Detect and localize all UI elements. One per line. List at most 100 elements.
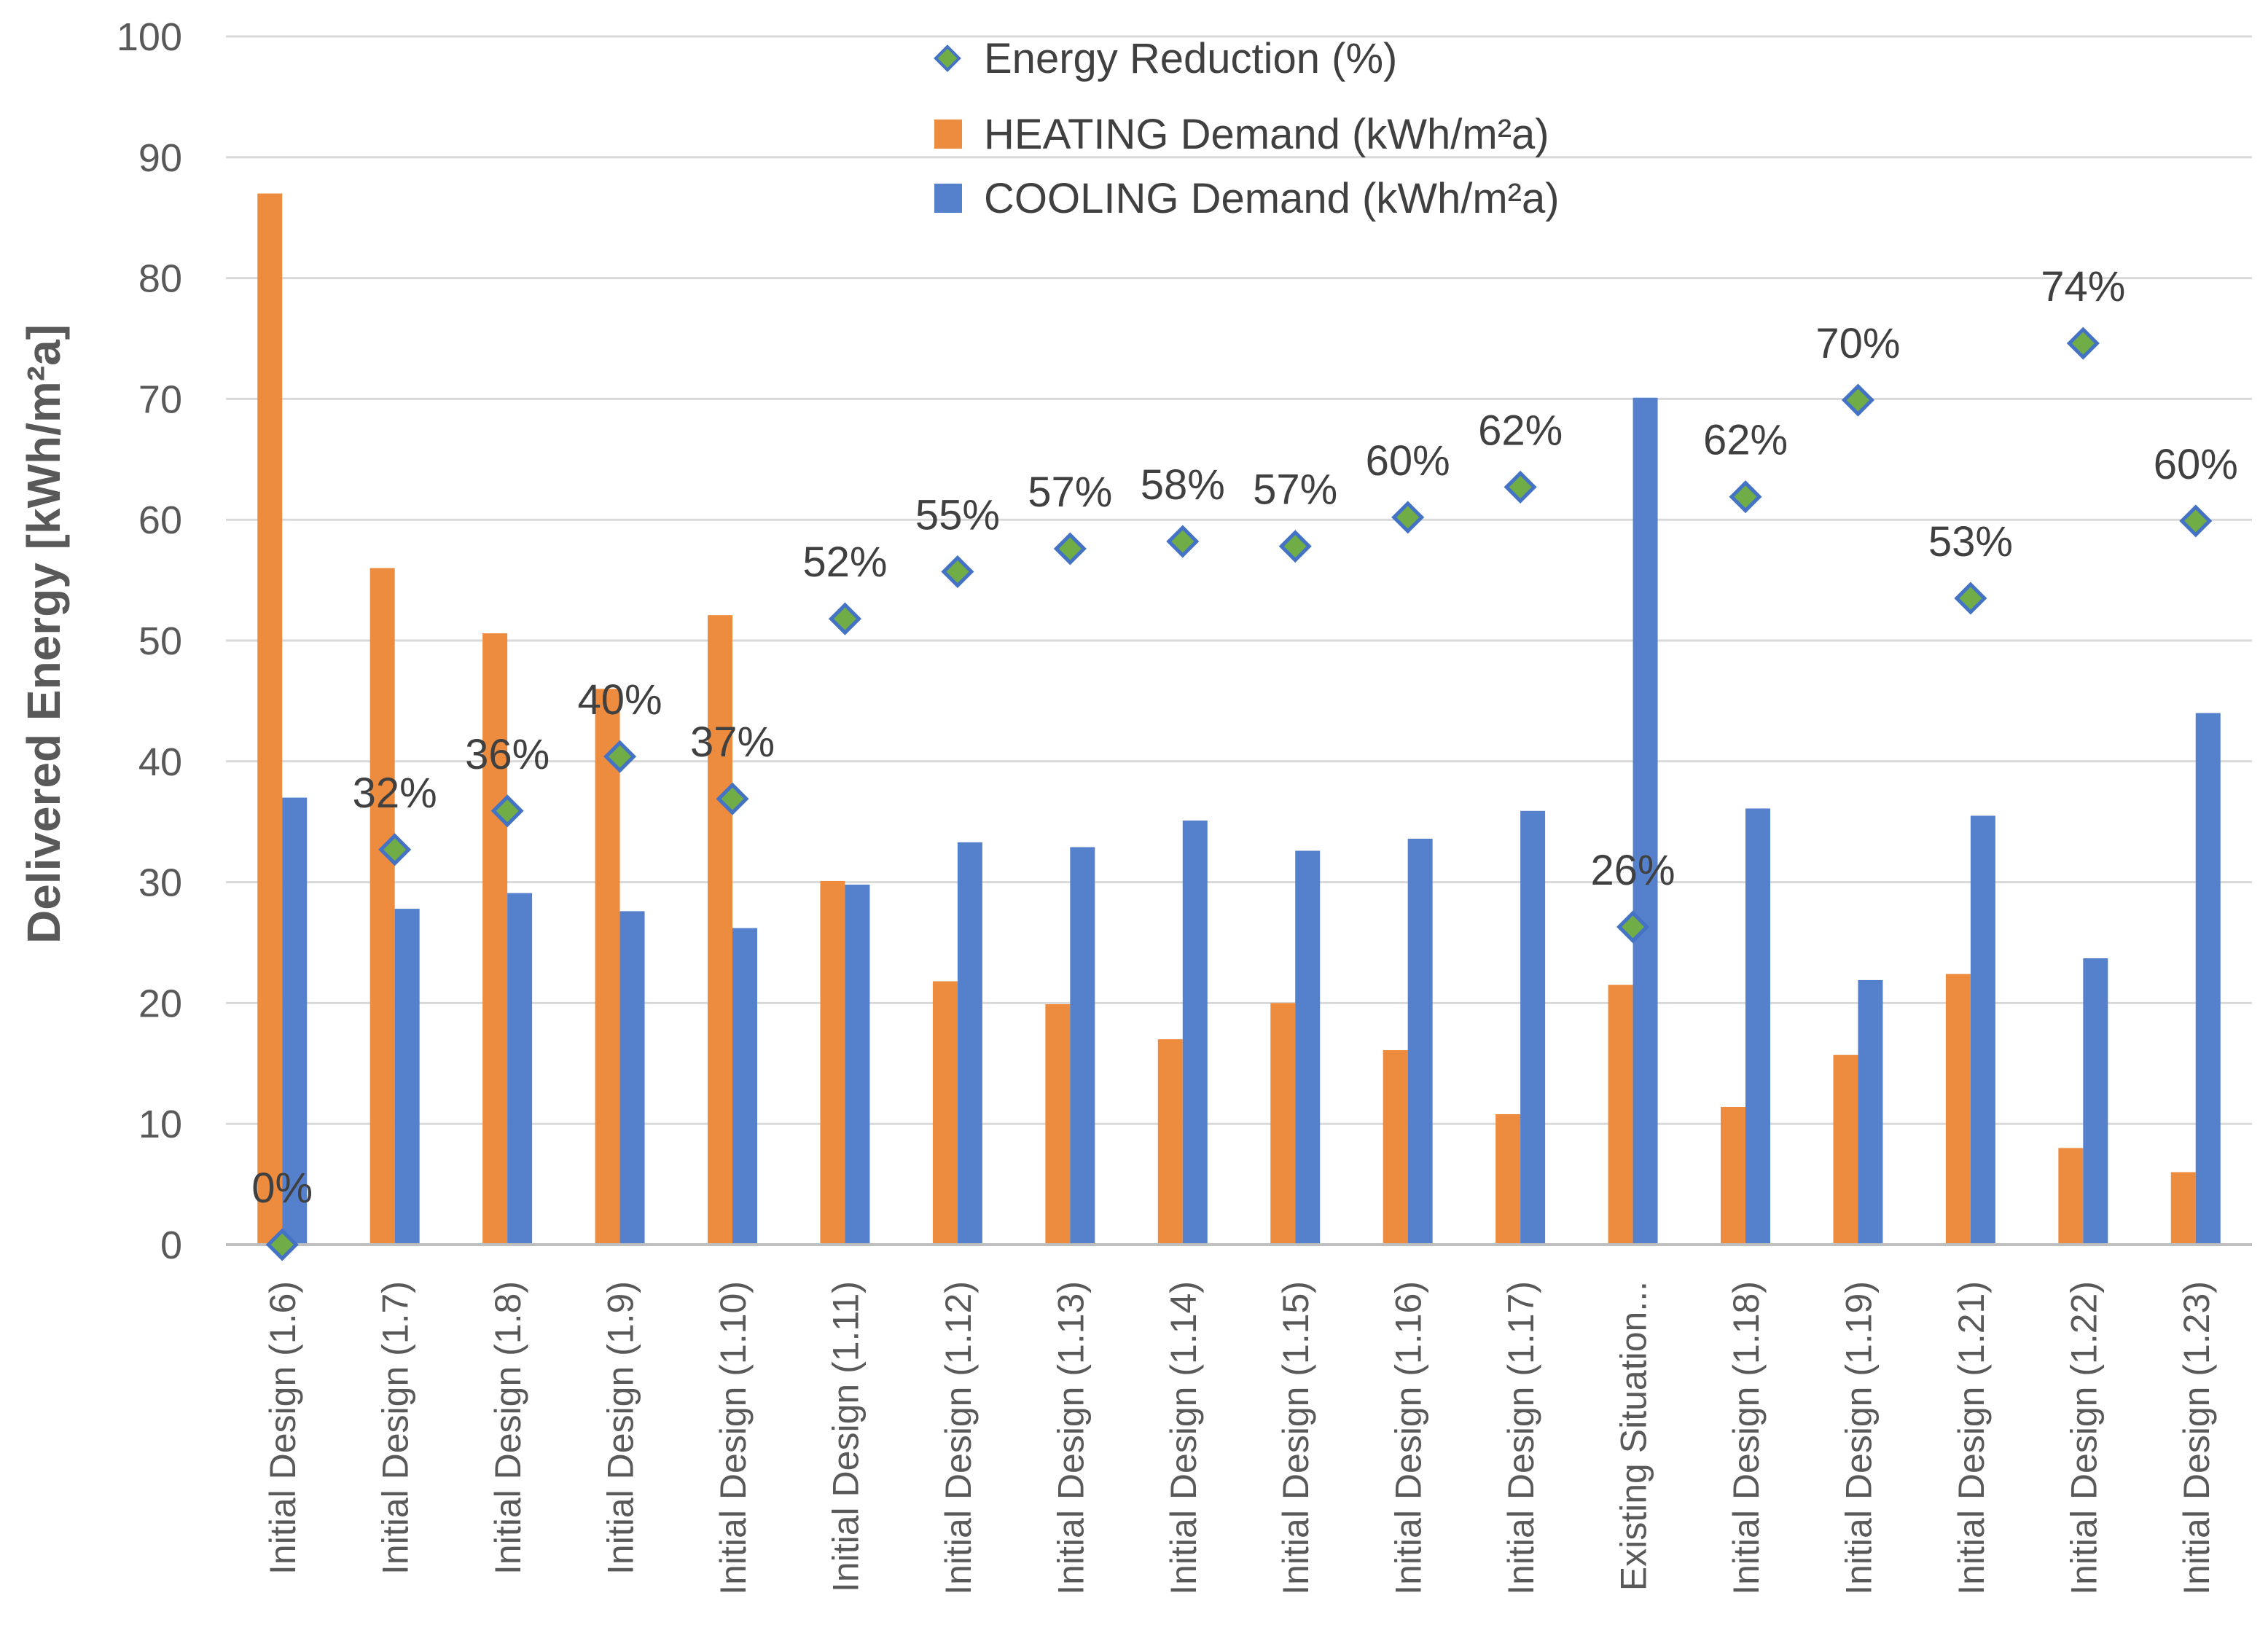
heating-bar-8 [1157,1039,1183,1245]
heating-bar-13 [1721,1106,1745,1245]
reduction-marker-7 [1053,532,1087,565]
heating-bar-14 [1833,1054,1858,1245]
reduction-label-1: 32% [353,770,437,817]
legend-heating-swatch [934,120,962,149]
heating-bar-5 [820,880,845,1245]
reduction-marker-1 [378,833,412,866]
legend-cooling-swatch [934,184,962,213]
gridlines [226,35,2252,1125]
y-tick-label-0: 0 [160,1224,182,1267]
cooling-bar-3 [619,911,645,1245]
x-tick-label-4: Initial Design (1.10) [713,1281,754,1595]
y-tick-label-90: 90 [138,136,182,180]
x-tick-label-3: Initial Design (1.9) [601,1281,641,1575]
legend-heating-label: HEATING Demand (kWh/m²a) [984,111,1549,158]
x-tick-label-5: Initial Design (1.11) [825,1281,866,1592]
reduction-marker-4 [716,782,749,815]
reduction-label-0: 0% [251,1164,313,1212]
cooling-bar-9 [1295,850,1321,1245]
y-tick-label-60: 60 [138,498,182,542]
reduction-marker-5 [828,602,861,635]
cooling-bar-4 [732,928,757,1245]
reduction-label-13: 62% [1703,417,1788,464]
heating-bar-17 [2170,1172,2196,1245]
reduction-marker-12 [1616,910,1650,944]
cooling-bar-12 [1633,397,1658,1245]
y-tick-labels: 0 10 20 30 40 50 60 70 80 90 100 [117,15,182,1267]
reduction-label-15: 53% [1928,518,2013,565]
legend-cooling-label: COOLING Demand (kWh/m²a) [984,175,1560,222]
cooling-bar-5 [845,884,870,1245]
x-tick-label-16: Initial Design (1.22) [2063,1281,2104,1595]
heating-bar-11 [1495,1113,1521,1245]
heating-bar-4 [708,615,732,1245]
reduction-marker-2 [490,794,524,828]
reduction-label-10: 60% [1366,437,1450,485]
reduction-label-8: 58% [1141,461,1225,509]
reduction-label-3: 40% [578,676,662,724]
x-tick-label-6: Initial Design (1.12) [938,1281,979,1595]
y-tick-label-30: 30 [138,861,182,905]
reduction-marker-11 [1504,470,1537,504]
reduction-marker-9 [1278,530,1312,563]
heating-bar-2 [482,633,508,1245]
reduction-marker-16 [2066,326,2100,360]
x-tick-label-2: Initial Design (1.8) [488,1281,528,1575]
x-tick-label-0: Initial Design (1.6) [262,1281,303,1575]
reduction-label-4: 37% [690,719,775,766]
x-tick-label-15: Initial Design (1.21) [1951,1281,1992,1595]
legend: Energy Reduction (%) HEATING Demand (kWh/… [934,35,1560,222]
y-axis-title: Delivered Energy [kWh/m²a] [17,324,70,944]
cooling-bar-0 [282,797,308,1245]
y-tick-label-100: 100 [117,15,182,59]
x-tick-label-7: Initial Design (1.13) [1050,1281,1091,1595]
heating-bar-1 [370,568,395,1245]
x-tick-label-14: Initial Design (1.19) [1838,1281,1879,1595]
reduction-label-6: 55% [915,491,1000,539]
cooling-bar-8 [1182,821,1208,1245]
reduction-marker-8 [1166,525,1200,558]
reduction-label-16: 74% [2041,263,2125,310]
cooling-bar-1 [394,909,420,1245]
reduction-marker-15 [1954,582,1987,615]
reduction-label-11: 62% [1478,407,1563,454]
y-tick-label-50: 50 [138,619,182,663]
heating-bar-12 [1608,984,1633,1245]
reduction-marker-14 [1841,383,1874,417]
cooling-bar-7 [1070,847,1095,1245]
reduction-marker-0 [265,1228,299,1261]
x-tick-label-1: Initial Design (1.7) [375,1281,416,1575]
reduction-marker-3 [603,740,637,773]
heating-bar-6 [932,981,958,1245]
reduction-label-14: 70% [1815,320,1900,367]
cooling-bar-11 [1520,810,1546,1245]
x-tick-label-17: Initial Design (1.23) [2176,1281,2217,1595]
cooling-bar-13 [1745,808,1770,1245]
x-tick-label-11: Initial Design (1.17) [1501,1281,1541,1595]
reduction-label-9: 57% [1253,466,1337,514]
heating-bar-9 [1270,1003,1296,1245]
heating-bar-0 [257,193,283,1245]
reduction-data-labels: 0% 32% 36% 40% 37% 52% 55% 57% 58% 57% 60% 62% 26% 62… [251,263,2238,1212]
y-tick-label-40: 40 [138,740,182,784]
heating-bar-10 [1383,1050,1408,1245]
reduction-markers [265,326,2213,1261]
cooling-bar-16 [2083,958,2108,1245]
x-tick-label-8: Initial Design (1.14) [1163,1281,1204,1595]
x-tick-label-13: Initial Design (1.18) [1726,1281,1767,1595]
x-tick-labels: Initial Design (1.6) Initial Design (1.7)… [262,1281,2217,1595]
reduction-label-12: 26% [1591,847,1676,894]
reduction-label-7: 57% [1028,469,1112,516]
reduction-marker-6 [941,555,974,589]
reduction-label-5: 52% [802,539,887,586]
reduction-marker-10 [1391,501,1425,534]
y-tick-label-10: 10 [138,1103,182,1146]
cooling-bar-17 [2195,713,2221,1245]
legend-energy-reduction-icon [934,44,961,72]
reduction-marker-17 [2179,504,2213,538]
x-tick-label-9: Initial Design (1.15) [1275,1281,1316,1595]
x-tick-label-12: Existing Situation... [1614,1281,1654,1591]
cooling-bar-2 [507,893,533,1245]
